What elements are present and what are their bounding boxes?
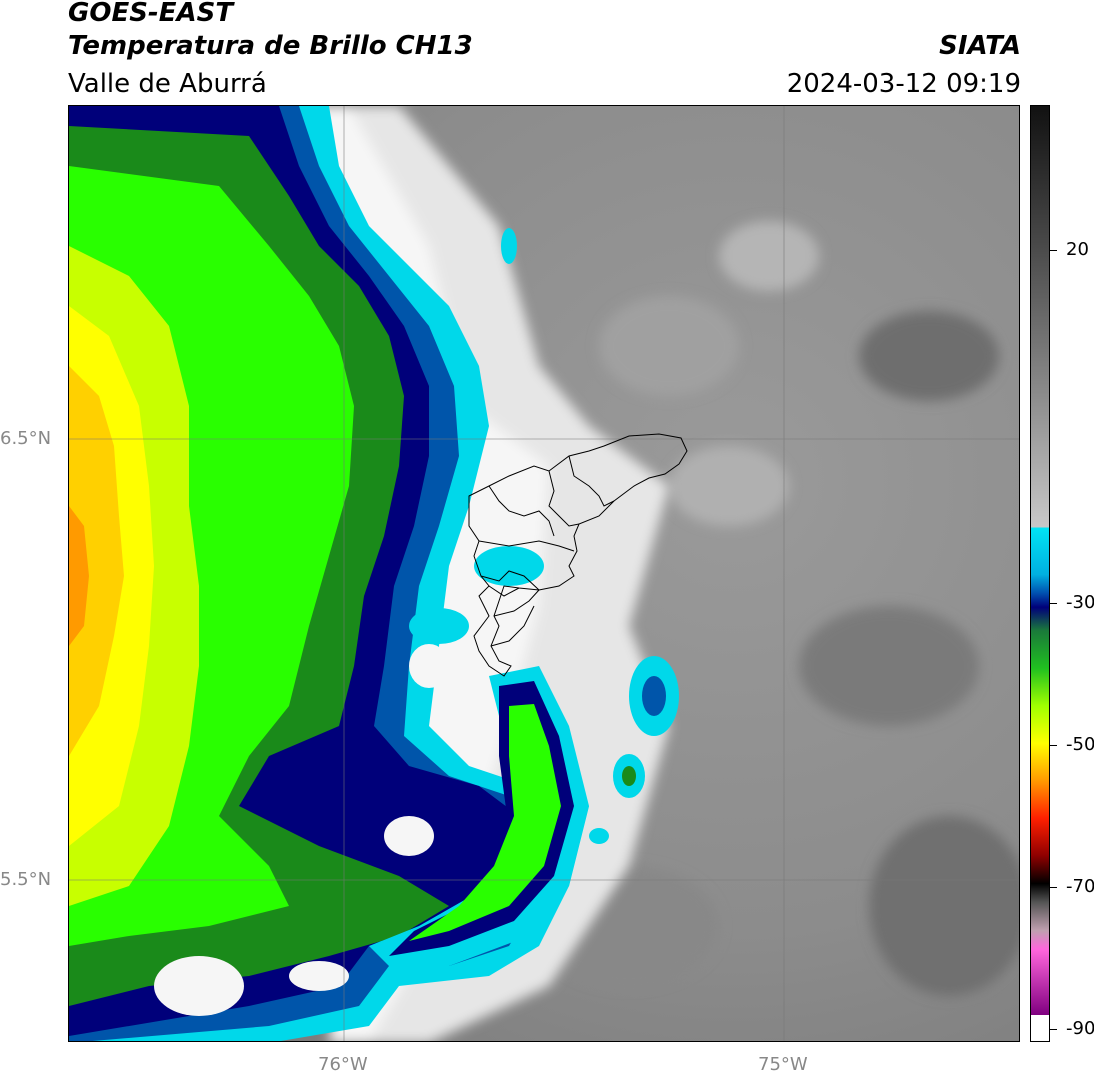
colorbar-label-minus70: -70 (1066, 876, 1094, 897)
colorbar-tick-minus90 (1050, 1029, 1057, 1030)
graticule (69, 106, 1019, 1041)
convective-band (369, 666, 589, 966)
brightness-temperature-map[interactable] (68, 105, 1020, 1042)
datetime-label: 2024-03-12 09:19 (786, 69, 1021, 99)
colorbar-label-minus50: -50 (1066, 734, 1094, 755)
lon-label-76w: 76°W (318, 1054, 368, 1075)
colorbar-label-20: 20 (1066, 239, 1089, 260)
cloud-mass (69, 106, 589, 1041)
colorbar-label-minus90: -90 (1066, 1018, 1094, 1039)
lat-label-5-5: 5.5°N (0, 869, 52, 890)
colorbar-label-minus30: -30 (1066, 592, 1094, 613)
colorbar-tick-20 (1050, 250, 1057, 251)
colorbar-tick-minus30 (1050, 603, 1057, 604)
lon-label-75w: 75°W (758, 1054, 808, 1075)
product-title: Temperatura de Brillo CH13 (68, 31, 473, 61)
region-subtitle: Valle de Aburrá (68, 69, 267, 99)
lat-label-6-5: 6.5°N (0, 428, 52, 449)
municipal-boundaries (468, 433, 688, 677)
small-cells (409, 228, 679, 844)
map-imagery (69, 106, 1019, 1041)
colorbar-tick-minus50 (1050, 745, 1057, 746)
agency-label: SIATA (939, 31, 1021, 61)
satellite-title: GOES-EAST (68, 0, 234, 28)
colorbar-tick-minus70 (1050, 887, 1057, 888)
temperature-colorbar (1030, 105, 1050, 1042)
cloud-gaps (154, 644, 449, 1016)
gray-texture (539, 221, 1019, 996)
